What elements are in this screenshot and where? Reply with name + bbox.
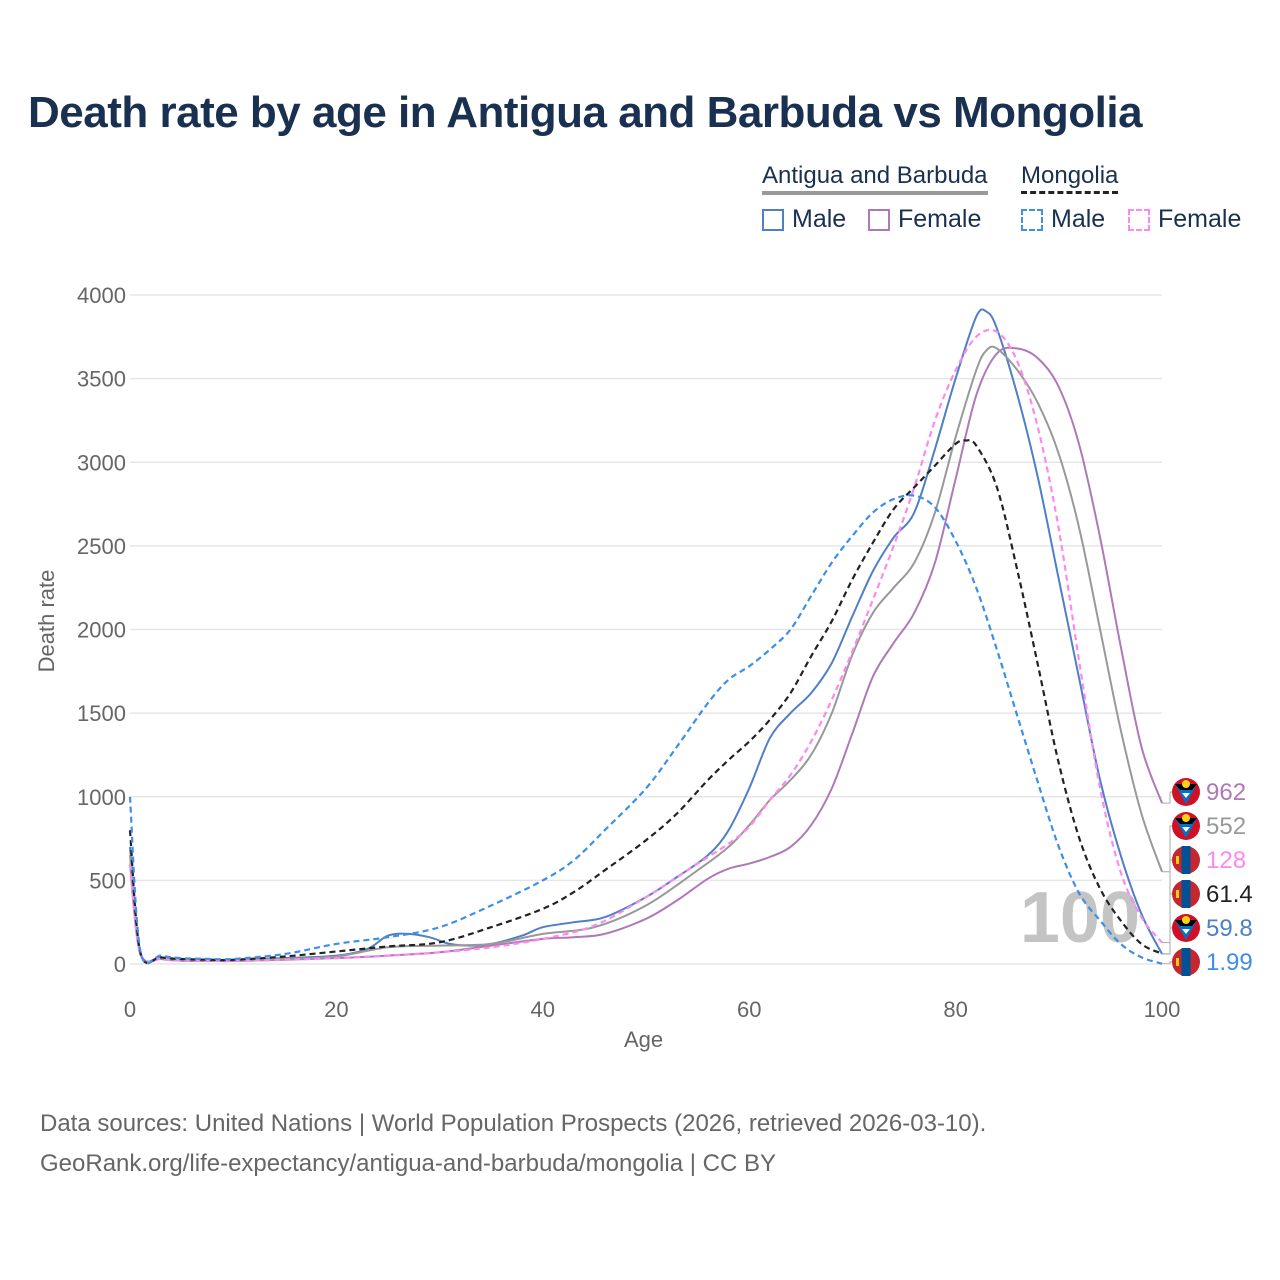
legend-swatch-mongolia-male — [1021, 209, 1043, 231]
x-tick-label: 0 — [124, 997, 136, 1022]
y-tick-label: 500 — [89, 868, 126, 893]
x-tick-label: 20 — [324, 997, 348, 1022]
series-line-2[interactable] — [129, 345, 1163, 963]
mongolia-flag-stripe — [1181, 948, 1191, 976]
legend-swatch-antigua-female — [868, 209, 890, 231]
legend-item-mongolia-female-label: Female — [1158, 205, 1242, 233]
series-line-5[interactable] — [128, 494, 1163, 965]
legend-item-antigua-male-label: Male — [792, 205, 847, 233]
end-label-layer: 962 552 128 61.4 59.8 1.99 — [1162, 778, 1253, 976]
y-tick-label: 0 — [114, 952, 126, 977]
antigua-flag-white — [1182, 929, 1190, 934]
grid-layer — [130, 294, 1162, 965]
antigua-flag-sun — [1182, 814, 1190, 822]
x-tick-label: 40 — [531, 997, 555, 1022]
series-line-4[interactable] — [128, 439, 1163, 964]
end-value-label: 59.8 — [1206, 915, 1253, 942]
x-tick-label: 60 — [737, 997, 761, 1022]
legend-swatch-mongolia-female — [1128, 209, 1150, 231]
legend-group-antigua[interactable]: Antigua and Barbuda — [762, 162, 988, 195]
legend-group-mongolia[interactable]: Mongolia — [1021, 162, 1119, 194]
series-line-3[interactable] — [128, 328, 1163, 964]
series-line-1[interactable] — [129, 346, 1163, 964]
legend-group-antigua-line — [762, 191, 988, 195]
footer-link[interactable]: GeoRank.org/life-expectancy/antigua-and-… — [40, 1150, 776, 1177]
chart-title: Death rate by age in Antigua and Barbuda… — [28, 88, 1143, 137]
legend-item-mongolia-female[interactable]: Female — [1128, 205, 1241, 234]
end-value-label: 128 — [1206, 847, 1246, 874]
y-tick-label: 4000 — [77, 283, 126, 308]
y-tick-label: 3500 — [77, 367, 126, 392]
end-value-label: 61.4 — [1206, 881, 1253, 908]
legend-item-mongolia-male[interactable]: Male — [1021, 205, 1105, 234]
y-tick-label: 2000 — [77, 618, 126, 643]
legend-item-antigua-female[interactable]: Female — [868, 205, 981, 234]
legend-swatch-antigua-male — [762, 209, 784, 231]
y-tick-label: 1000 — [77, 785, 126, 810]
antigua-flag-sun — [1182, 916, 1190, 924]
mongolia-flag-soyombo — [1176, 856, 1179, 864]
end-value-label: 1.99 — [1206, 949, 1253, 976]
y-tick-label: 2500 — [77, 534, 126, 559]
y-tick-label: 3000 — [77, 450, 126, 475]
legend-item-antigua-male[interactable]: Male — [762, 205, 846, 234]
x-tick-label: 80 — [943, 997, 967, 1022]
legend-group-mongolia-label: Mongolia — [1021, 162, 1119, 189]
footer-sources: Data sources: United Nations | World Pop… — [40, 1110, 987, 1137]
legend-group-antigua-label: Antigua and Barbuda — [762, 162, 988, 189]
x-tick-label: 100 — [1144, 997, 1181, 1022]
series-line-0[interactable] — [129, 308, 1163, 963]
legend-item-antigua-female-label: Female — [898, 205, 982, 233]
mongolia-flag-stripe — [1181, 880, 1191, 908]
axis-layer: 0 500 1000 1500 2000 2500 3000 3500 4000 0 20 40 60 8… — [77, 283, 1180, 1022]
end-value-label: 962 — [1206, 779, 1246, 806]
legend-item-mongolia-male-label: Male — [1051, 205, 1106, 233]
antigua-flag-white — [1182, 793, 1190, 798]
antigua-flag-sun — [1182, 780, 1190, 788]
legend-group-mongolia-line — [1021, 191, 1119, 194]
y-tick-label: 1500 — [77, 701, 126, 726]
end-value-label: 552 — [1206, 813, 1246, 840]
antigua-flag-white — [1182, 827, 1190, 832]
mongolia-flag-soyombo — [1176, 958, 1179, 966]
mongolia-flag-soyombo — [1176, 890, 1179, 898]
mongolia-flag-stripe — [1181, 846, 1191, 874]
x-axis-title: Age — [624, 1027, 664, 1052]
series-layer — [128, 308, 1163, 965]
